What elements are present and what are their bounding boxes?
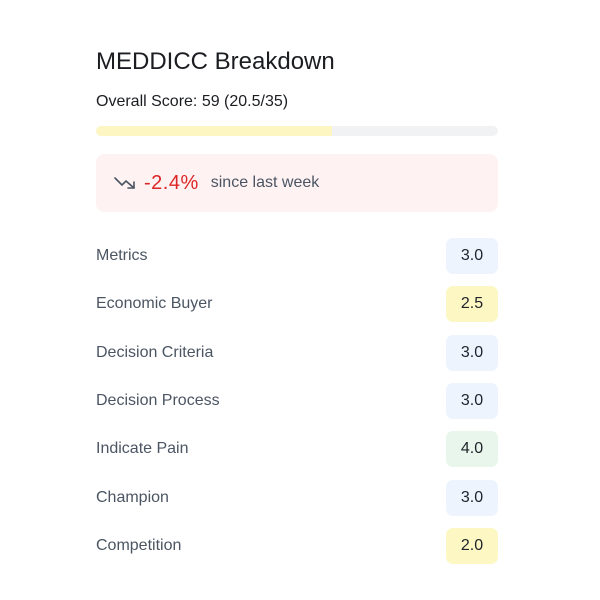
overall-progress-bar [96,126,498,136]
criteria-row-metrics: Metrics 3.0 [96,232,498,280]
criteria-row-decision-criteria: Decision Criteria 3.0 [96,329,498,377]
criteria-row-indicate-pain: Indicate Pain 4.0 [96,425,498,473]
score-badge: 3.0 [446,383,498,420]
card-title: MEDDICC Breakdown [96,48,335,75]
criteria-row-competition: Competition 2.0 [96,522,498,570]
trend-label: since last week [210,174,320,191]
score-badge: 2.0 [446,527,498,564]
criteria-label: Decision Process [96,392,220,410]
criteria-list: Metrics 3.0 Economic Buyer 2.5 Decision … [96,232,498,570]
trend-value: -2.4% [144,171,199,194]
overall-score: Overall Score: 59 (20.5/35) [96,93,289,110]
criteria-row-decision-process: Decision Process 3.0 [96,377,498,425]
score-badge: 3.0 [446,334,498,371]
criteria-row-economic-buyer: Economic Buyer 2.5 [96,280,498,328]
score-badge: 2.5 [446,286,498,323]
criteria-label: Champion [96,488,169,506]
score-badge: 3.0 [446,238,498,275]
criteria-label: Economic Buyer [96,295,213,313]
trend-banner: -2.4% since last week [96,154,498,212]
trending-down-icon [114,175,136,191]
criteria-label: Indicate Pain [96,440,189,458]
criteria-label: Decision Criteria [96,343,214,361]
criteria-row-champion: Champion 3.0 [96,473,498,521]
criteria-label: Metrics [96,247,148,265]
meddicc-card: MEDDICC Breakdown Overall Score: 59 (20.… [96,48,498,570]
score-badge: 4.0 [446,431,498,468]
overall-progress-fill [96,126,332,136]
criteria-label: Competition [96,536,182,554]
score-badge: 3.0 [446,479,498,516]
